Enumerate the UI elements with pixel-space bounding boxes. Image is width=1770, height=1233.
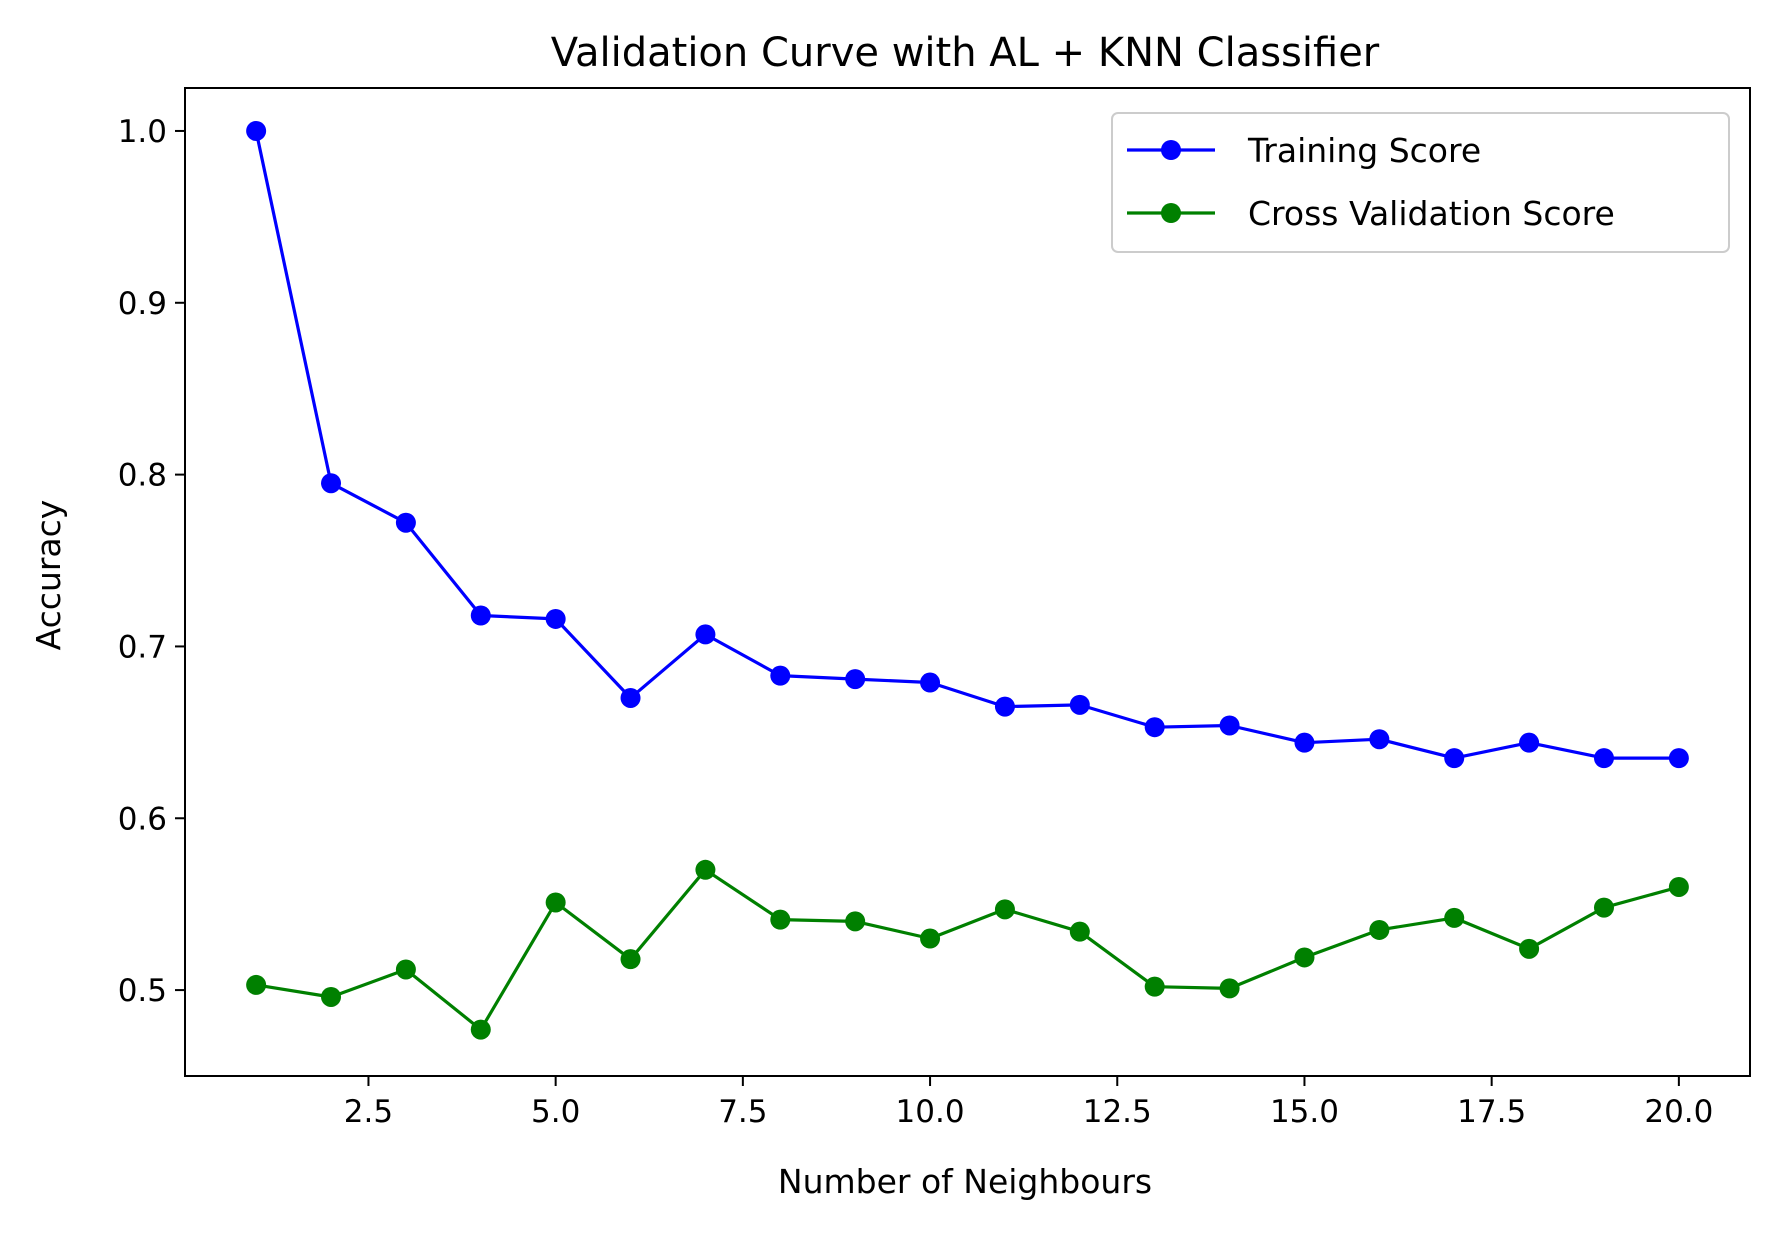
training-score-point <box>1519 732 1540 753</box>
x-tick-label: 20.0 <box>1644 1094 1713 1130</box>
cross-validation-score-point <box>1219 978 1240 999</box>
y-tick-label: 0.5 <box>118 973 167 1009</box>
cross-validation-score-point <box>770 909 791 930</box>
training-score-point <box>770 665 791 686</box>
x-tick-label: 15.0 <box>1270 1094 1339 1130</box>
training-score-point <box>246 120 267 141</box>
cross-validation-score-point <box>845 911 866 932</box>
training-score-point <box>695 624 716 645</box>
cross-validation-score-point <box>395 959 416 980</box>
training-score-point <box>545 608 566 629</box>
x-tick-label: 10.0 <box>896 1094 965 1130</box>
cross-validation-score-point <box>1519 938 1540 959</box>
x-tick-label: 17.5 <box>1457 1094 1526 1130</box>
y-tick-label: 0.8 <box>118 458 167 494</box>
x-axis-label: Number of Neighbours <box>778 1162 1152 1201</box>
training-score-point <box>321 473 342 494</box>
cross-validation-score-point <box>1369 919 1390 940</box>
plot-area: 2.5 5.0 7.5 10.0 12.5 15.0 17.5 20.0 0.5 0.6 0.7 0.… <box>118 87 1751 1130</box>
cross-validation-score-point <box>545 892 566 913</box>
y-tick-label: 0.9 <box>118 286 167 322</box>
cross-validation-score-point <box>321 986 342 1007</box>
y-axis-label: Accuracy <box>29 500 68 651</box>
x-tick-label: 5.0 <box>531 1094 580 1130</box>
training-score-point <box>1069 694 1090 715</box>
training-score-point <box>1219 715 1240 736</box>
cross-validation-score-point <box>620 949 641 970</box>
training-score-point <box>620 687 641 708</box>
cross-validation-score-point <box>1668 876 1689 897</box>
x-tick-label: 12.5 <box>1083 1094 1152 1130</box>
legend-box <box>1111 112 1730 253</box>
training-score-point <box>1593 748 1614 769</box>
chart-title: Validation Curve with AL + KNN Classifie… <box>551 30 1380 76</box>
training-score-point <box>1444 748 1465 769</box>
legend-cross-validation-score-label: Cross Validation Score <box>1248 194 1615 233</box>
y-tick-label: 0.6 <box>118 801 167 837</box>
cross-validation-score-point <box>470 1019 491 1040</box>
cross-validation-score-point <box>1144 976 1165 997</box>
x-tick-label: 2.5 <box>344 1094 393 1130</box>
legend-cross-validation-score-marker <box>1161 203 1181 223</box>
cross-validation-score-point <box>1069 921 1090 942</box>
axes-frame <box>184 87 1751 1077</box>
training-score-point <box>994 696 1015 717</box>
training-score-point <box>470 605 491 626</box>
legend: Training Score Cross Validation Score <box>1111 112 1730 253</box>
cross-validation-score-point <box>994 899 1015 920</box>
cross-validation-score-line <box>255 868 1680 1032</box>
y-tick-label: 0.7 <box>118 629 167 665</box>
training-score-point <box>920 672 941 693</box>
training-score-point <box>1144 717 1165 738</box>
cross-validation-score-point <box>1294 947 1315 968</box>
training-score-point <box>1369 729 1390 750</box>
training-score-point <box>395 512 416 533</box>
cross-validation-score-point <box>1444 907 1465 928</box>
legend-training-score-label: Training Score <box>1247 131 1481 170</box>
cross-validation-score-point <box>246 974 267 995</box>
x-tick-label: 7.5 <box>718 1094 767 1130</box>
cross-validation-score-point <box>920 928 941 949</box>
cross-validation-score-point <box>695 859 716 880</box>
legend-training-score-marker <box>1161 140 1181 160</box>
training-score-point <box>845 669 866 690</box>
y-tick-label: 1.0 <box>118 114 167 150</box>
cross-validation-score-point <box>1593 897 1614 918</box>
training-score-line <box>254 130 1679 760</box>
training-score-point <box>1294 732 1315 753</box>
training-score-point <box>1668 748 1689 769</box>
